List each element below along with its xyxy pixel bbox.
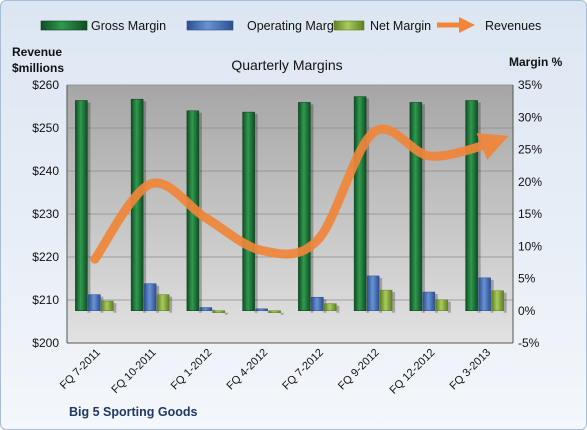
right-axis-tick-label: 25% [518,143,542,157]
right-axis-tick-label: 20% [518,175,542,189]
left-axis-tick-label: $240 [32,164,59,178]
bar-shadow [366,98,370,313]
left-axis-tick-label: $220 [32,250,59,264]
left-axis-tick-label: $230 [32,207,59,221]
legend-item-operating-margin[interactable]: Operating Margin [186,19,344,33]
bar-shadow [477,102,481,313]
legend-label-operating-margin: Operating Margin [247,19,344,33]
bar-gross-margin[interactable] [242,111,255,311]
bar-operating-margin[interactable] [366,275,380,312]
category-tick-label: FQ 7-2012 [280,347,326,393]
bar-shadow [503,292,507,313]
left-axis-tick-label: $210 [32,293,59,307]
right-axis-tick-label: 0% [518,304,536,318]
bar-net-margin[interactable] [101,300,114,312]
right-axis-tick-label: 30% [518,110,542,124]
legend-swatch-net-margin [333,20,365,31]
bar-shadow [169,296,173,313]
left-axis-tick-label: $260 [32,78,59,92]
category-tick-label: FQ 1-2012 [169,347,215,393]
bar-shadow [87,102,91,313]
bar-net-margin[interactable] [379,289,393,311]
legend-swatch-gross-margin [40,20,88,31]
legend-label-gross-margin: Gross Margin [91,19,166,33]
legend-item-revenues[interactable]: Revenues [437,16,541,34]
left-axis-tick-label: $200 [32,336,59,350]
right-axis-tick-label: -5% [518,336,540,350]
bar-shadow [336,305,340,313]
bar-shadow [392,292,396,313]
bar-shadow [280,312,284,315]
bar-gross-margin[interactable] [409,102,423,312]
bar-operating-margin[interactable] [199,307,213,311]
bar-operating-margin[interactable] [255,308,268,312]
bar-gross-margin[interactable] [465,100,478,312]
bar-shadow [113,303,117,313]
right-axis-tick-label: 15% [518,207,542,221]
chart-title: Quarterly Margins [231,57,342,73]
bar-operating-margin[interactable] [311,296,324,311]
bar-gross-margin[interactable] [75,100,88,312]
right-axis-tick-label: 10% [518,239,542,253]
category-tick-label: FQ 9-2012 [336,347,382,393]
bar-operating-margin[interactable] [422,291,436,312]
bar-operating-margin[interactable] [478,277,491,312]
left-axis-title-line2: $millions [12,61,64,75]
category-tick-label: FQ 4-2012 [225,347,271,393]
bar-operating-margin[interactable] [143,283,157,312]
category-tick-label: FQ 10-2011 [109,347,158,396]
bar-net-margin[interactable] [435,299,449,312]
bar-shadow [421,104,425,313]
right-axis-tick-label: 35% [518,78,542,92]
revenue-line-marks [90,124,509,264]
category-tick-label: FQ 7-2011 [58,347,103,392]
bar-shadow [310,104,314,313]
legend-item-gross-margin[interactable]: Gross Margin [40,19,166,33]
bar-operating-margin[interactable] [88,294,101,311]
bar-gross-margin[interactable] [298,102,311,312]
legend-label-net-margin: Net Margin [370,19,431,33]
legend-item-net-margin[interactable]: Net Margin [333,19,431,33]
right-axis-tick-label: 5% [518,272,536,286]
bar-net-margin[interactable] [491,290,504,312]
category-tick-label: FQ 12-2012 [388,347,438,397]
bar-gross-margin[interactable] [353,96,367,311]
legend-label-revenues: Revenues [485,19,541,33]
bar-net-margin[interactable] [156,294,170,311]
right-axis-title: Margin % [509,55,563,69]
left-axis-title-line1: Revenue [12,45,62,59]
revenues-line[interactable] [90,124,509,264]
bar-net-margin[interactable] [212,310,226,313]
bar-net-margin[interactable] [324,303,337,311]
bar-shadow [224,312,228,315]
category-tick-label: FQ 3-2013 [448,347,494,393]
left-axis-tick-label: $250 [32,121,59,135]
bar-shadow [447,301,451,313]
bar-shadow [143,101,147,313]
bar-shadow [254,114,258,313]
bar-net-margin[interactable] [268,310,281,313]
legend-swatch-operating-margin [186,20,234,31]
company-name-footer: Big 5 Sporting Goods [69,405,198,419]
legend: Gross Margin Operating Margin Net Margin… [40,16,541,34]
